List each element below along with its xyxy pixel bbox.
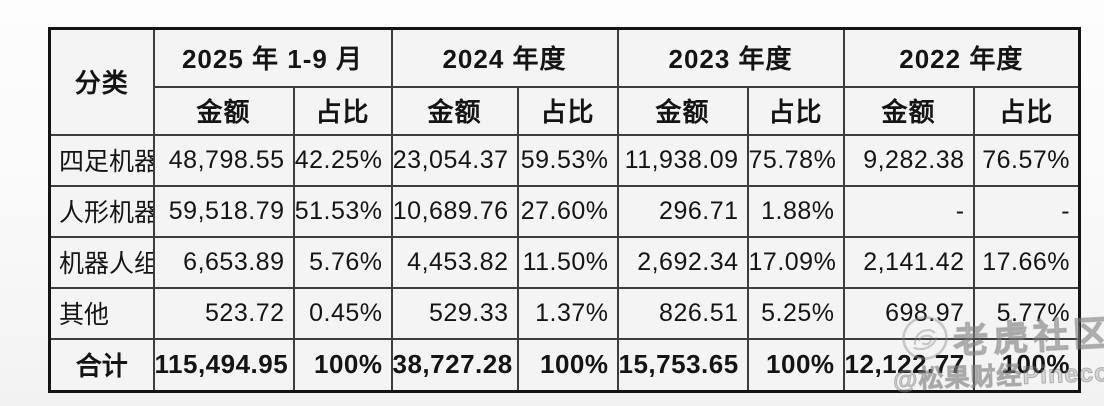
ratio-cell: 17.66%: [972, 235, 1081, 289]
ratio-cell: -: [972, 184, 1081, 238]
amount-cell: 4,453.82: [390, 235, 519, 289]
amount-cell: 9,282.38: [842, 133, 975, 187]
period-header-2024: 2024 年度: [390, 27, 619, 88]
revenue-breakdown-table: 分类 2025 年 1-9 月 2024 年度 2023 年度 2022 年度 …: [48, 27, 1082, 393]
amount-cell: 6,653.89: [152, 235, 295, 289]
total-amount-cell: 12,122.77: [842, 337, 975, 393]
amount-cell: -: [842, 184, 975, 238]
subheader-ratio-2024: 占比: [516, 85, 619, 136]
amount-cell: 48,798.55: [152, 133, 295, 187]
amount-cell: 698.97: [842, 286, 975, 340]
tiger-logo-icon: [897, 311, 952, 365]
row-label: 人形机器人: [48, 184, 155, 238]
amount-cell: 10,689.76: [390, 184, 519, 238]
total-row: 合计 115,494.95 100% 38,727.28 100% 15,753…: [48, 337, 1081, 393]
period-header-2023: 2023 年度: [616, 27, 845, 88]
amount-cell: 23,054.37: [390, 133, 519, 187]
amount-cell: 826.51: [616, 286, 749, 340]
row-label: 机器人组件: [48, 235, 155, 289]
ratio-cell: 11.50%: [516, 235, 619, 289]
ratio-cell: 1.37%: [516, 286, 619, 340]
table-row-quadruped-robots: 四足机器人 48,798.55 42.25% 23,054.37 59.53% …: [48, 133, 1081, 187]
amount-cell: 529.33: [390, 286, 519, 340]
row-label: 其他: [48, 286, 155, 340]
ratio-cell: 75.78%: [746, 133, 845, 187]
subheader-amount-2025: 金额: [152, 85, 295, 136]
amount-cell: 2,141.42: [842, 235, 975, 289]
ratio-cell: 0.45%: [292, 286, 393, 340]
subheader-amount-2022: 金额: [842, 85, 975, 136]
table-row-humanoid-robots: 人形机器人 59,518.79 51.53% 10,689.76 27.60% …: [48, 184, 1081, 238]
ratio-cell: 1.88%: [746, 184, 845, 238]
total-ratio-cell: 100%: [746, 337, 845, 393]
column-header-category: 分类: [48, 27, 155, 136]
total-ratio-cell: 100%: [972, 337, 1081, 393]
total-ratio-cell: 100%: [292, 337, 393, 393]
total-amount-cell: 38,727.28: [390, 337, 519, 393]
ratio-cell: 17.09%: [746, 235, 845, 289]
amount-cell: 296.71: [616, 184, 749, 238]
period-header-2025: 2025 年 1-9 月: [152, 27, 393, 88]
total-label: 合计: [48, 337, 155, 393]
table-row-other: 其他 523.72 0.45% 529.33 1.37% 826.51 5.25…: [48, 286, 1081, 340]
subheader-row: 金额 占比 金额 占比 金额 占比 金额 占比: [50, 85, 1081, 136]
amount-cell: 11,938.09: [616, 133, 749, 187]
ratio-cell: 42.25%: [292, 133, 393, 187]
ratio-cell: 76.57%: [972, 133, 1081, 187]
ratio-cell: 51.53%: [292, 184, 393, 238]
subheader-ratio-2025: 占比: [292, 85, 393, 136]
table-row-robot-components: 机器人组件 6,653.89 5.76% 4,453.82 11.50% 2,6…: [48, 235, 1081, 289]
ratio-cell: 5.25%: [746, 286, 845, 340]
subheader-amount-2024: 金额: [390, 85, 519, 136]
period-header-2022: 2022 年度: [842, 27, 1081, 88]
subheader-ratio-2023: 占比: [746, 85, 845, 136]
ratio-cell: 5.76%: [292, 235, 393, 289]
row-label: 四足机器人: [48, 133, 155, 187]
ratio-cell: 27.60%: [516, 184, 619, 238]
subheader-amount-2023: 金额: [616, 85, 749, 136]
ratio-cell: 59.53%: [516, 133, 619, 187]
subheader-ratio-2022: 占比: [972, 85, 1081, 136]
ratio-cell: 5.77%: [972, 286, 1081, 340]
period-header-row: 分类 2025 年 1-9 月 2024 年度 2023 年度 2022 年度: [48, 27, 1081, 136]
total-ratio-cell: 100%: [516, 337, 619, 393]
watermark-handle: @松果财经Pinecone: [892, 357, 1104, 395]
amount-cell: 2,692.34: [616, 235, 749, 289]
total-amount-cell: 15,753.65: [616, 337, 749, 393]
amount-cell: 523.72: [152, 286, 295, 340]
total-amount-cell: 115,494.95: [152, 337, 295, 393]
amount-cell: 59,518.79: [152, 184, 295, 238]
